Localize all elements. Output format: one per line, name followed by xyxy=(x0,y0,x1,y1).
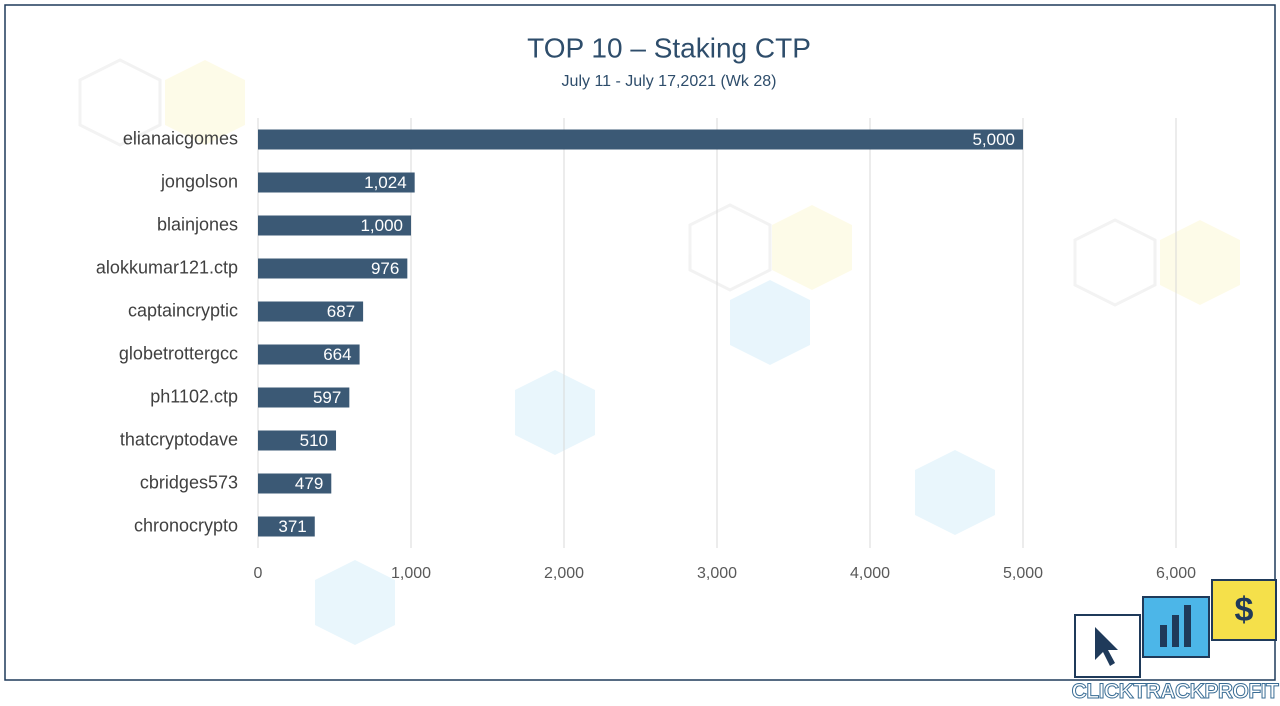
bar xyxy=(258,430,337,451)
bar xyxy=(258,516,315,537)
value-label: 1,000 xyxy=(360,216,403,235)
logo: $ CLICKTRACKPROFIT xyxy=(1071,579,1280,703)
y-tick-label: jongolson xyxy=(160,171,238,191)
bar xyxy=(258,129,1023,150)
value-label: 597 xyxy=(313,388,341,407)
logo-part: PROFIT xyxy=(1204,680,1279,703)
bar xyxy=(258,301,364,322)
x-tick-label: 0 xyxy=(254,565,263,582)
value-label: 976 xyxy=(371,259,399,278)
logo-part: CLICK xyxy=(1072,680,1134,703)
y-tick-label: chronocrypto xyxy=(134,515,238,535)
svg-text:$: $ xyxy=(1235,591,1254,629)
y-tick-label: alokkumar121.ctp xyxy=(96,257,238,277)
bar xyxy=(258,172,415,193)
bar xyxy=(258,258,408,279)
bar xyxy=(258,215,411,236)
y-tick-label: elianaicgomes xyxy=(123,128,238,148)
chart-title: TOP 10 – Staking CTP xyxy=(527,32,811,63)
y-tick-label: cbridges573 xyxy=(140,472,238,492)
x-tick-label: 3,000 xyxy=(697,565,737,582)
x-tick-label: 5,000 xyxy=(1003,565,1043,582)
value-label: 371 xyxy=(278,517,306,536)
watermark xyxy=(78,58,1240,645)
y-tick-label: blainjones xyxy=(157,214,238,234)
y-tick-label: thatcryptodave xyxy=(120,429,238,449)
x-tick-label: 2,000 xyxy=(544,565,584,582)
x-tick-label: 6,000 xyxy=(1156,565,1196,582)
y-tick-label: ph1102.ctp xyxy=(150,386,238,406)
logo-text: CLICKTRACKPROFIT xyxy=(1072,680,1279,703)
bar xyxy=(258,344,360,365)
y-tick-label: globetrottergcc xyxy=(119,343,238,363)
value-label: 687 xyxy=(327,302,355,321)
logo-part: TRACK xyxy=(1133,680,1204,703)
x-tick-label: 4,000 xyxy=(850,565,890,582)
bar xyxy=(258,387,350,408)
chart-frame xyxy=(4,4,1276,681)
value-label: 479 xyxy=(295,474,323,493)
value-label: 510 xyxy=(300,431,328,450)
value-label: 1,024 xyxy=(364,173,407,192)
x-tick-label: 1,000 xyxy=(391,565,431,582)
value-label: 664 xyxy=(323,345,351,364)
bar xyxy=(258,473,332,494)
value-label: 5,000 xyxy=(972,130,1015,149)
y-tick-label: captaincryptic xyxy=(128,300,238,320)
chart-subtitle: July 11 - July 17,2021 (Wk 28) xyxy=(562,73,777,90)
